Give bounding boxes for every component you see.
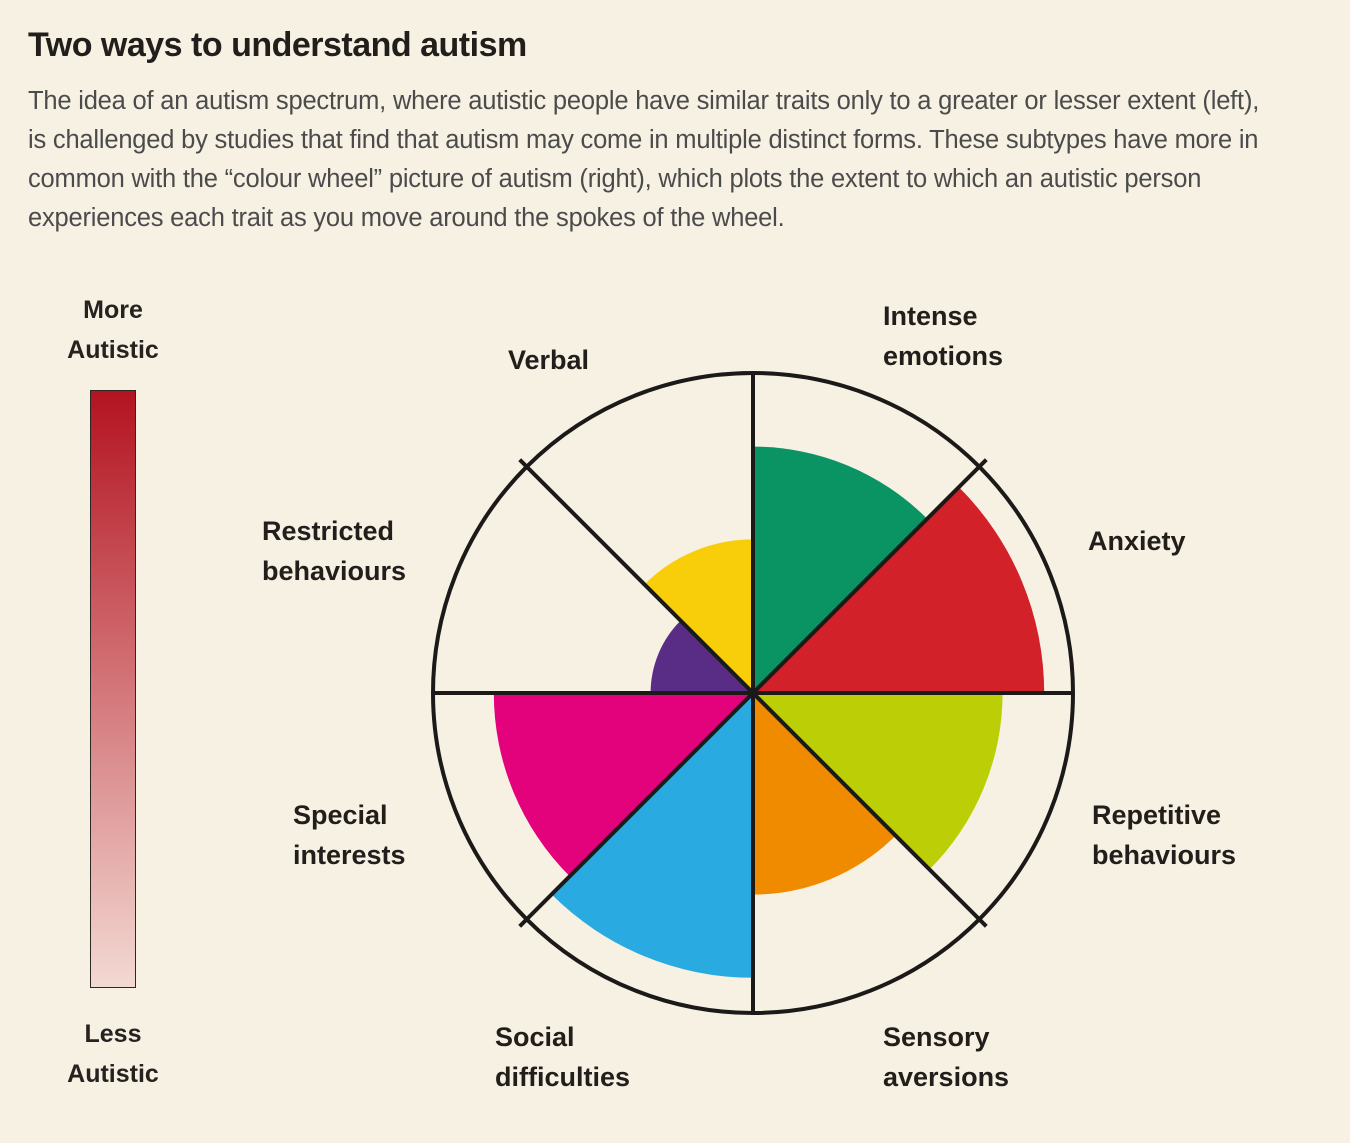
trait-sector-special-interests — [493, 693, 753, 877]
trait-label-intense-emotions: Intense emotions — [883, 301, 1004, 371]
trait-label-repetitive-behaviours: Repetitive behaviours — [1092, 800, 1237, 870]
scale-label-more-autistic: More Autistic — [67, 296, 159, 364]
trait-sector-sensory-aversions — [753, 693, 896, 895]
trait-sector-intense-emotions — [753, 446, 928, 693]
trait-sector-restricted-behaviours — [650, 620, 753, 693]
trait-sector-social-difficulties — [551, 693, 753, 978]
trait-label-sensory-aversions: Sensory aversions — [883, 1022, 1010, 1092]
scale-label-less-autistic: Less Autistic — [67, 1020, 159, 1088]
wheel-spoke-diagonal-se — [518, 458, 988, 928]
trait-sector-verbal — [644, 539, 753, 693]
page-title: Two ways to understand autism — [28, 26, 527, 64]
autism-spectrum-gradient-bar — [90, 390, 136, 988]
trait-label-special-interests: Special interests — [293, 800, 406, 870]
wheel-grid — [431, 371, 1075, 1015]
trait-label-verbal: Verbal — [508, 345, 590, 375]
trait-label-social-difficulties: Social difficulties — [495, 1022, 631, 1092]
trait-label-anxiety: Anxiety — [1088, 526, 1186, 556]
page-description: The idea of an autism spectrum, where au… — [28, 87, 1260, 232]
trait-label-restricted-behaviours: Restricted behaviours — [262, 516, 407, 586]
trait-sector-repetitive-behaviours — [753, 693, 1003, 870]
trait-sector-anxiety — [753, 487, 1045, 693]
